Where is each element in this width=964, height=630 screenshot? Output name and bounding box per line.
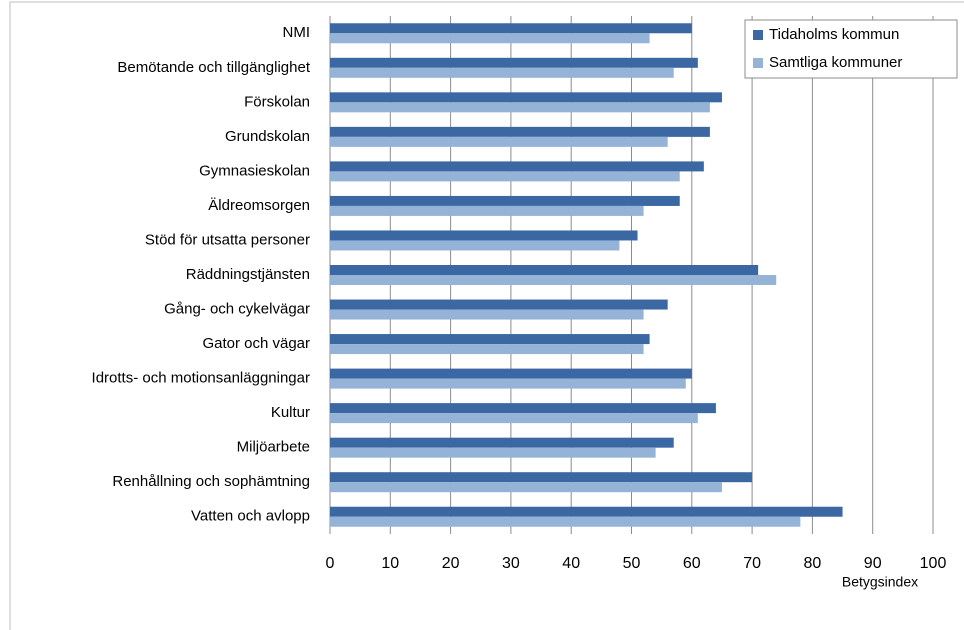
x-tick-label: 100	[920, 555, 947, 572]
bar	[330, 344, 644, 355]
legend-label: Tidaholms kommun	[769, 26, 899, 43]
x-tick-label: 60	[683, 555, 701, 572]
bar	[330, 299, 668, 310]
bar	[330, 506, 843, 517]
bar	[330, 171, 680, 182]
bar	[330, 240, 620, 251]
bar	[330, 275, 777, 285]
legend-box	[744, 19, 958, 79]
bar	[330, 265, 759, 275]
y-tick-label: Räddningstjänsten	[186, 266, 310, 283]
bar	[330, 92, 722, 103]
bar	[330, 126, 710, 137]
bar	[330, 230, 638, 241]
bar	[330, 67, 674, 78]
x-tick-label: 0	[326, 555, 335, 572]
y-tick-label: Äldreomsorgen	[208, 197, 310, 214]
x-tick-label: 10	[381, 555, 399, 572]
x-axis-title: Betygsindex	[842, 574, 918, 590]
y-tick-label: Gator och vägar	[202, 335, 310, 352]
legend-label: Samtliga kommuner	[769, 54, 902, 71]
y-tick-label: Förskolan	[244, 93, 310, 110]
bar	[330, 33, 650, 44]
bar	[330, 403, 716, 414]
bar	[330, 195, 680, 206]
legend-swatch	[753, 30, 763, 40]
bar	[330, 136, 668, 147]
bar	[330, 309, 644, 320]
bar	[330, 482, 722, 493]
y-tick-label: Renhållning och sophämtning	[112, 473, 310, 490]
x-tick-label: 90	[864, 555, 882, 572]
bar	[330, 437, 674, 448]
y-tick-label: Bemötande och tillgänglighet	[117, 59, 310, 76]
x-tick-label: 70	[743, 555, 761, 572]
bar	[330, 161, 704, 172]
bar	[330, 472, 753, 483]
bar	[330, 334, 650, 345]
bar	[330, 23, 692, 34]
y-tick-label: Grundskolan	[225, 128, 310, 145]
x-tick-label: 50	[623, 555, 641, 572]
y-tick-label: NMI	[283, 24, 311, 41]
bar	[330, 368, 692, 379]
bar	[330, 205, 644, 216]
y-tick-label: Vatten och avlopp	[191, 508, 310, 525]
bar	[330, 413, 698, 424]
chart-frame	[9, 1, 964, 630]
bar	[330, 447, 656, 458]
x-tick-label: 80	[804, 555, 822, 572]
bar	[330, 378, 686, 389]
x-tick-label: 30	[502, 555, 520, 572]
y-tick-label: Stöd för utsatta personer	[145, 231, 310, 248]
x-tick-label: 20	[442, 555, 460, 572]
y-tick-label: Gymnasieskolan	[199, 162, 310, 179]
y-tick-label: Kultur	[271, 404, 310, 421]
x-tick-label: 40	[562, 555, 580, 572]
legend-swatch	[753, 58, 763, 68]
y-tick-label: Idrotts- och motionsanläggningar	[92, 370, 310, 387]
y-tick-label: Gång- och cykelvägar	[164, 301, 310, 318]
bar	[330, 516, 801, 527]
bar	[330, 57, 698, 68]
y-tick-label: Miljöarbete	[237, 439, 310, 456]
bar	[330, 102, 710, 113]
